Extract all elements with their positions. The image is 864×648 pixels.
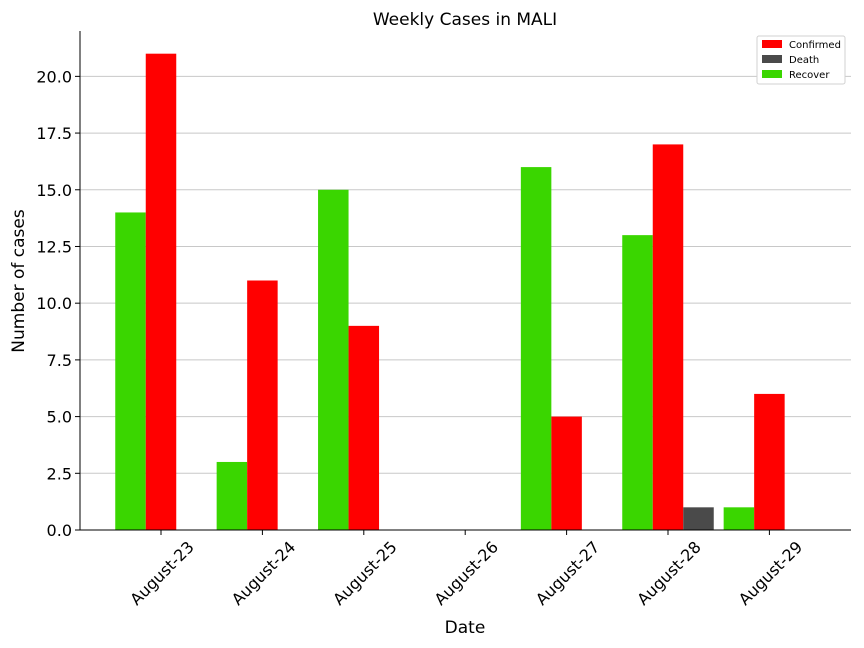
bar-confirmed-august-25 xyxy=(348,325,380,530)
y-tick-label: 20.0 xyxy=(36,67,72,86)
y-axis-label: Number of cases xyxy=(9,209,29,353)
x-tick-label: August-26 xyxy=(431,537,503,609)
y-tick-label: 17.5 xyxy=(36,124,72,143)
bar-recover-august-23 xyxy=(115,212,146,531)
axes xyxy=(79,31,851,531)
legend-swatch-death xyxy=(762,55,782,63)
y-tick-label: 5.0 xyxy=(47,408,72,427)
bar-confirmed-august-24 xyxy=(247,280,278,530)
x-tick-label: August-28 xyxy=(633,537,705,609)
legend-label-confirmed: Confirmed xyxy=(789,40,841,51)
bar-recover-august-28 xyxy=(622,235,653,531)
x-ticks: August-23 August-24 August-25 August-26 Augu… xyxy=(126,530,806,609)
x-tick-label: August-25 xyxy=(329,537,401,609)
y-ticks: 0.0 2.5 5.0 7.5 10.0 12.5 15.0 17.5 20.0 xyxy=(36,67,80,540)
legend-swatch-recover xyxy=(762,70,782,78)
bar-recover-august-24 xyxy=(216,461,248,530)
bar-recover-august-29 xyxy=(723,507,755,530)
legend-swatch-confirmed xyxy=(762,40,782,48)
legend-label-recover: Recover xyxy=(789,70,830,81)
y-tick-label: 10.0 xyxy=(36,294,72,313)
chart-title: Weekly Cases in MALI xyxy=(373,10,557,30)
bar-recover-august-27 xyxy=(520,167,552,530)
y-tick-label: 15.0 xyxy=(36,181,72,200)
legend-label-death: Death xyxy=(789,55,819,66)
legend: Confirmed Death Recover xyxy=(756,35,846,85)
y-tick-label: 2.5 xyxy=(47,464,72,483)
x-tick-label: August-24 xyxy=(228,537,300,609)
x-tick-label: August-29 xyxy=(735,537,807,609)
bar-confirmed-august-27 xyxy=(551,416,582,530)
grid-lines xyxy=(80,75,851,474)
bar-confirmed-august-23 xyxy=(145,53,177,530)
y-tick-label: 12.5 xyxy=(36,237,72,256)
bar-confirmed-august-29 xyxy=(754,393,785,530)
bar-recover-august-25 xyxy=(318,189,349,531)
bars xyxy=(115,53,785,531)
x-axis-label: Date xyxy=(445,618,486,638)
x-tick-label: August-27 xyxy=(532,537,604,609)
y-tick-label: 0.0 xyxy=(47,521,72,540)
bar-confirmed-august-28 xyxy=(652,144,684,530)
x-tick-label: August-23 xyxy=(126,537,198,609)
y-tick-label: 7.5 xyxy=(47,351,72,370)
bar-death-august-28 xyxy=(683,507,714,530)
